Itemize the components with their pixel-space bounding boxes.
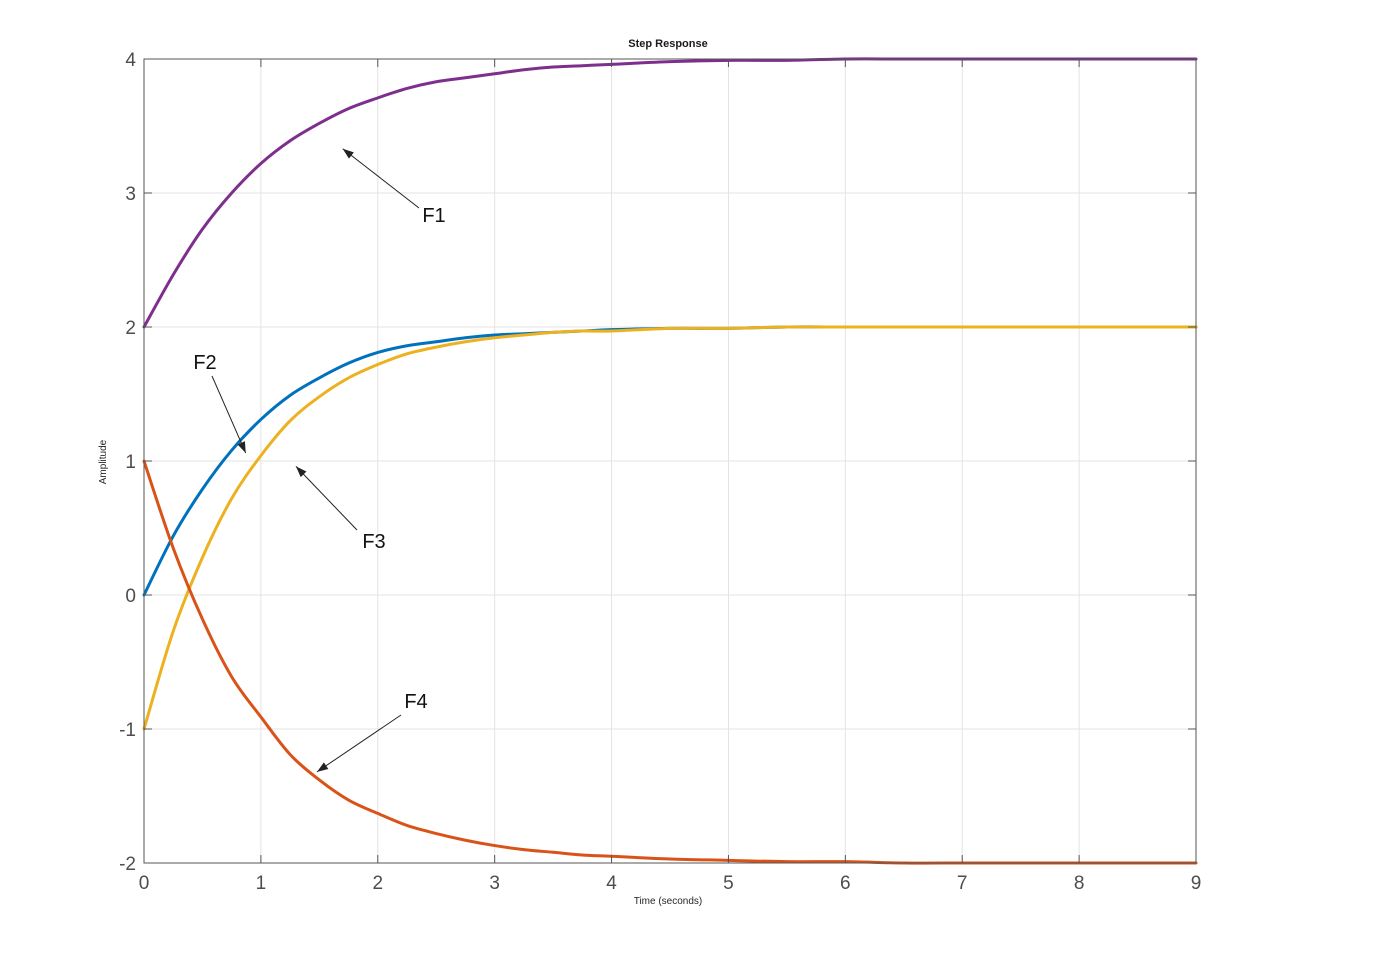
x-tick-label: 1 [256, 873, 267, 894]
annotation-label: F2 [193, 352, 216, 374]
annotation-label: F3 [362, 531, 385, 553]
x-axis-label: Time (seconds) [634, 896, 703, 907]
y-tick-label: 2 [125, 318, 136, 339]
annotation-layer: F1 F2 F3 F4 [193, 148, 446, 773]
x-tick-label: 6 [840, 873, 851, 894]
annotation-arrow-head [295, 466, 307, 478]
annotation-label: F4 [404, 691, 427, 713]
y-tick-label: 1 [125, 452, 136, 473]
x-tick-label: 9 [1191, 873, 1202, 894]
y-tick-label: 4 [125, 50, 136, 71]
y-tick-label: -2 [119, 854, 136, 875]
series-line-3 [142, 325, 1198, 731]
annotation-arrow-head [237, 441, 246, 453]
x-tick-label: 5 [723, 873, 734, 894]
x-tick-label: 7 [957, 873, 968, 894]
x-tick-label: 4 [606, 873, 617, 894]
tick-layer: 0 1 2 3 4 5 6 7 8 9 -2 -1 0 1 2 3 4 [119, 50, 1201, 894]
chart-title: Step Response [628, 38, 707, 50]
y-tick-label: -1 [119, 720, 136, 741]
x-tick-label: 3 [489, 873, 500, 894]
y-tick-label: 0 [125, 586, 136, 607]
annotation-arrow-line [295, 466, 358, 531]
y-axis-label: Amplitude [98, 439, 109, 484]
annotation-arrow-line [211, 375, 247, 454]
x-tick-label: 0 [139, 873, 150, 894]
annotation-label: F1 [422, 205, 445, 227]
annotation-arrow-line [316, 714, 402, 773]
annotation-arrow-head [316, 762, 329, 772]
x-tick-label: 2 [372, 873, 383, 894]
x-tick-label: 8 [1074, 873, 1085, 894]
annotation-arrow-line [342, 148, 420, 209]
annotation-arrow-head [342, 148, 354, 159]
y-tick-label: 3 [125, 184, 136, 205]
